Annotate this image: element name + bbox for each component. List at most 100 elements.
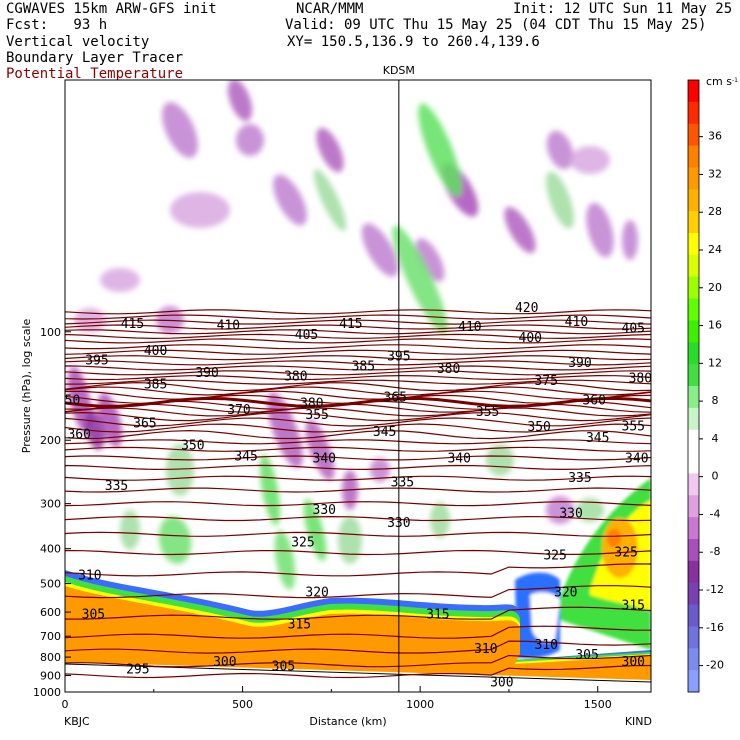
theta-label: 320 [305,586,328,601]
theta-contour [65,606,651,620]
theta-label: 360 [67,428,90,443]
field-potential-temperature: Potential Temperature [6,66,184,82]
theta-label: 325 [291,536,314,551]
y-tick-label: 400 [40,543,61,556]
theta-contour [65,464,651,471]
colorbar-label: 8 [712,394,719,407]
y-tick-label: 900 [40,670,61,683]
theta-label: 300 [490,675,513,690]
theta-label: 385 [352,360,375,375]
theta-contour [65,455,651,461]
model-title: CGWAVES 15km ARW-GFS init [6,1,217,17]
theta-contour [65,390,651,400]
theta-label: 410 [565,315,588,330]
colorbar-swatch [688,342,699,365]
theta-contour [65,531,651,537]
colorbar-swatch [688,517,699,540]
theta-label: 340 [313,452,336,467]
theta-label: 325 [543,549,566,564]
theta-label: 380 [300,396,323,411]
y-tick-label: 300 [40,498,61,511]
y-tick-label: 1000 [33,686,61,699]
theta-contour [65,324,651,330]
colorbar-swatch [688,298,699,321]
theta-label: 345 [234,450,257,465]
theta-label: 335 [568,471,591,486]
theta-label: 410 [217,318,240,333]
theta-label: 315 [426,608,449,623]
theta-contour [65,370,651,376]
theta-contour [65,446,651,452]
theta-label: 340 [625,452,648,467]
theta-label: 390 [568,356,591,371]
colorbar-swatch [688,101,699,125]
theta-contour [65,423,651,433]
theta-contour [65,333,651,340]
theta-label: 310 [534,638,557,653]
theta-label: 305 [575,648,598,663]
theta-label: 405 [295,328,318,343]
colorbar-swatch [688,211,699,234]
colorbar-swatch [688,145,699,168]
theta-contour [65,355,651,361]
theta-label: 385 [144,377,167,392]
colorbar-swatch [688,604,699,627]
y-tick-label: 600 [40,606,61,619]
theta-label: 330 [559,507,582,522]
theta-label: 380 [629,372,652,387]
theta-label: 355 [476,405,499,420]
theta-label: 295 [126,662,149,677]
colorbar-swatch [688,451,699,474]
colorbar-swatch [688,648,699,671]
theta-contour [65,374,651,381]
xy-coordinates: XY= 150.5,136.9 to 260.4,139.6 [287,34,540,50]
colorbar-swatch [688,670,699,693]
plot-frame [64,79,652,693]
theta-contour [65,400,651,410]
colorbar-swatch [688,276,699,300]
theta-label: 375 [534,374,557,389]
theta-contour [65,549,651,556]
theta-label: 345 [586,431,609,446]
x-axis-label: Distance (km) [309,715,386,728]
theta-contour [65,344,651,350]
theta-contour [65,487,651,493]
theta-contour [65,309,651,315]
colorbar-units: cm s-1 [706,75,738,88]
theta-label: 310 [78,569,101,584]
theta-label: 355 [622,419,645,434]
colorbar-label: 0 [712,470,719,483]
theta-label: 305 [272,660,295,675]
colorbar-swatch [688,364,699,387]
field-vertical-velocity: Vertical velocity [6,34,150,50]
theta-contour [65,329,651,335]
y-tick-label: 200 [40,434,61,447]
colorbar-swatch [688,167,699,190]
left-station-label: KBJC [64,715,90,728]
theta-label: 415 [339,317,362,332]
theta-label: 405 [622,322,645,337]
theta-contour [65,429,651,440]
colorbar-swatch [688,320,699,343]
theta-label: 315 [288,618,311,633]
theta-contour [65,365,651,371]
theta-contour [65,319,651,325]
theta-label: 400 [144,344,167,359]
colorbar-swatch [688,582,699,606]
theta-label: 365 [133,417,156,432]
colorbar-swatch [688,407,699,431]
colorbar-swatch [688,123,699,147]
theta-label: 365 [384,390,407,405]
theta-label: 315 [622,598,645,613]
init-time: Init: 12 UTC Sun 11 May 25 [513,1,733,17]
theta-contour [65,349,651,355]
theta-contour [65,417,651,427]
colorbar-label: -4 [710,507,721,520]
theta-contour [65,475,651,481]
forecast-hour: Fcst: 93 h [6,17,108,33]
theta-label: 395 [85,353,108,368]
theta-label: 355 [305,408,328,423]
organization: NCAR/MMM [296,1,364,17]
theta-contour [65,407,651,417]
theta-contour [65,501,651,507]
